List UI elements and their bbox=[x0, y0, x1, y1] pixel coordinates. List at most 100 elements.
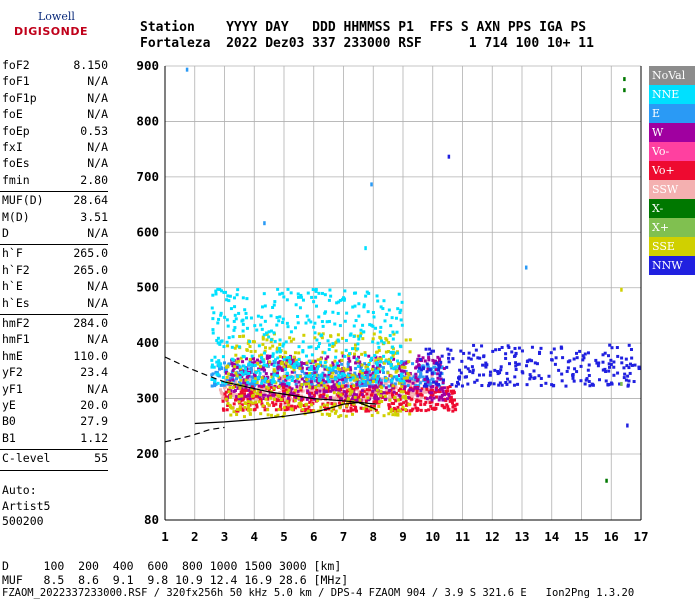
parameter-value: 3.51 bbox=[80, 209, 108, 224]
echo-point bbox=[310, 367, 314, 371]
echo-point bbox=[379, 305, 383, 309]
echo-point bbox=[437, 398, 441, 402]
echo-point bbox=[323, 293, 327, 297]
echo-point bbox=[267, 356, 271, 360]
echo-point bbox=[336, 364, 340, 368]
echo-point bbox=[297, 345, 301, 349]
echo-point bbox=[287, 355, 291, 359]
echo-point bbox=[242, 369, 246, 373]
echo-point bbox=[299, 293, 303, 297]
echo-point bbox=[500, 345, 504, 349]
echo-point bbox=[289, 339, 293, 343]
echo-point bbox=[459, 349, 463, 353]
echo-point bbox=[368, 388, 372, 392]
echo-point bbox=[346, 381, 350, 385]
echo-point bbox=[289, 291, 293, 295]
echo-point bbox=[387, 380, 391, 384]
echo-point bbox=[315, 379, 319, 383]
echo-point bbox=[597, 361, 601, 365]
echo-point bbox=[587, 374, 591, 378]
echo-point bbox=[435, 384, 439, 388]
echo-point bbox=[295, 378, 299, 382]
echo-point bbox=[220, 380, 224, 384]
echo-point bbox=[250, 354, 254, 358]
echo-point bbox=[211, 293, 215, 297]
echo-point bbox=[250, 387, 254, 391]
echo-point bbox=[568, 359, 572, 363]
echo-point bbox=[404, 391, 408, 395]
echo-point bbox=[224, 397, 228, 401]
echo-point bbox=[285, 298, 289, 302]
echo-point bbox=[233, 326, 237, 330]
echo-point bbox=[229, 413, 233, 417]
legend-item: Vo+ bbox=[649, 161, 695, 180]
echo-point bbox=[405, 376, 409, 380]
echo-point bbox=[564, 384, 568, 388]
echo-point bbox=[352, 402, 356, 406]
parameter-row: h`F2 265.0 bbox=[2, 263, 108, 279]
echo-point bbox=[387, 396, 391, 400]
echo-point bbox=[343, 373, 347, 377]
echo-point bbox=[290, 370, 294, 374]
echo-point bbox=[376, 374, 380, 378]
echo-point bbox=[446, 389, 450, 393]
echo-point bbox=[314, 367, 318, 371]
echo-point bbox=[322, 382, 326, 386]
echo-point bbox=[285, 381, 289, 385]
echo-point bbox=[538, 350, 542, 354]
echo-point bbox=[308, 373, 312, 377]
echo-point bbox=[244, 370, 248, 374]
echo-point bbox=[438, 384, 442, 388]
echo-point bbox=[430, 391, 434, 395]
echo-point bbox=[615, 346, 619, 350]
echo-point bbox=[369, 393, 373, 397]
echo-point bbox=[360, 384, 364, 388]
echo-point bbox=[428, 347, 432, 351]
echo-point bbox=[575, 351, 579, 355]
echo-point bbox=[321, 371, 325, 375]
echo-point bbox=[317, 332, 321, 336]
echo-point bbox=[312, 396, 316, 400]
parameter-row: h`E N/A bbox=[2, 279, 108, 295]
echo-point bbox=[214, 370, 218, 374]
echo-point bbox=[393, 396, 397, 400]
echo-point bbox=[607, 369, 611, 373]
echo-point bbox=[278, 398, 282, 402]
echo-point bbox=[506, 344, 510, 348]
parameter-separator bbox=[0, 314, 108, 315]
echo-point bbox=[365, 379, 369, 383]
echo-point bbox=[361, 394, 365, 398]
echo-point bbox=[272, 364, 276, 368]
echo-point bbox=[361, 323, 365, 327]
echo-point bbox=[241, 296, 245, 300]
echo-point bbox=[304, 321, 308, 325]
echo-point bbox=[271, 354, 275, 358]
echo-point bbox=[326, 367, 330, 371]
echo-point bbox=[307, 345, 311, 349]
echo-point bbox=[404, 399, 408, 403]
legend-item: NNE bbox=[649, 85, 695, 104]
echo-point bbox=[391, 393, 395, 397]
echo-point bbox=[356, 384, 360, 388]
parameter-separator bbox=[0, 244, 108, 246]
echo-point bbox=[421, 375, 425, 379]
echo-point bbox=[251, 379, 255, 383]
echo-point bbox=[254, 394, 258, 398]
echo-point bbox=[566, 366, 570, 370]
echo-point bbox=[285, 356, 289, 360]
echo-point bbox=[362, 303, 366, 307]
echo-point bbox=[365, 388, 369, 392]
echo-point bbox=[400, 365, 404, 369]
echo-point bbox=[348, 388, 352, 392]
echo-point bbox=[410, 409, 414, 413]
echo-point bbox=[313, 359, 317, 363]
echo-point bbox=[364, 383, 368, 387]
echo-point bbox=[238, 408, 242, 412]
echo-point bbox=[384, 337, 388, 341]
echo-point bbox=[604, 370, 608, 374]
echo-point bbox=[243, 405, 247, 409]
echo-point bbox=[497, 383, 501, 387]
echo-point bbox=[224, 385, 228, 389]
echo-point bbox=[341, 297, 345, 301]
echo-point bbox=[221, 392, 225, 396]
